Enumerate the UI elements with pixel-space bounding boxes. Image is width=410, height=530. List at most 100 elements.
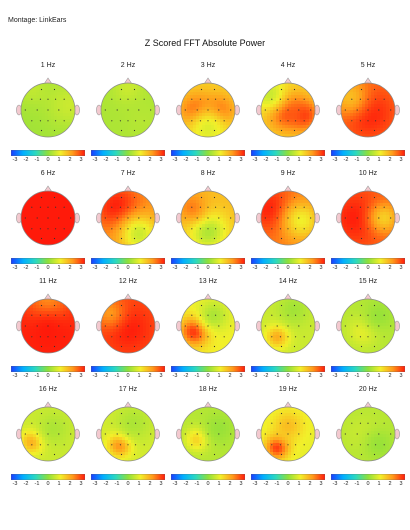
topomap: 17 Hz -3 -2 -1 0 1 2 3 — [90, 386, 166, 498]
topomap: 12 Hz -3 -2 -1 0 1 2 3 — [90, 278, 166, 390]
electrode-dot — [373, 88, 376, 91]
electrode-dot — [53, 304, 56, 307]
electrode-dot — [223, 314, 225, 316]
color-scale-tick-label: 3 — [399, 373, 403, 379]
electrode-dot — [359, 98, 362, 100]
electrode-dot — [287, 120, 289, 122]
electrode-dot — [360, 196, 363, 199]
color-scale-tick-label: 1 — [137, 157, 141, 163]
color-scale-tick-label: 0 — [206, 265, 210, 271]
color-scale-tick-label: 0 — [46, 157, 50, 163]
electrode-dot — [31, 444, 33, 446]
head-outline — [20, 298, 76, 354]
electrode-dot — [104, 325, 106, 327]
electrode-dot — [39, 314, 42, 316]
electrode-dot — [199, 444, 202, 446]
electrode-dot — [58, 217, 60, 219]
electrode-dot — [36, 325, 38, 327]
color-scale-tick-label: 3 — [159, 265, 163, 271]
head-outline — [20, 190, 76, 246]
electrode-dot — [199, 206, 202, 208]
electrode-dot — [214, 98, 217, 100]
color-scale-tick-label: -3 — [332, 265, 338, 271]
electrode-dot — [383, 206, 385, 208]
electrode-dot — [271, 422, 273, 424]
electrode-dot — [63, 444, 65, 446]
head-outline — [100, 406, 156, 462]
electrode-dot — [214, 206, 217, 208]
color-scale-tick-label: -2 — [103, 481, 109, 487]
electrode-dot — [143, 444, 145, 446]
electrode-dot — [104, 433, 106, 435]
color-scale-bar — [91, 258, 165, 264]
topomap: 5 Hz -3 -2 -1 0 1 2 3 — [330, 62, 406, 174]
color-scale-tick-label: 2 — [308, 265, 312, 271]
electrode-dot — [53, 237, 56, 240]
color-scale-ticks: -3 -2 -1 0 1 2 3 — [91, 373, 165, 381]
electrode-dot — [133, 304, 136, 307]
color-scale-tick-label: 3 — [159, 157, 163, 163]
frequency-label: 19 Hz — [278, 386, 298, 393]
electrode-dot — [40, 412, 43, 415]
color-scale-tick-label: 1 — [57, 157, 61, 163]
electrode-dot — [367, 444, 369, 446]
electrode-dot — [214, 314, 217, 316]
electrode-dot — [119, 444, 122, 446]
electrode-dot — [120, 88, 123, 91]
electrode-dot — [63, 422, 65, 424]
color-scale-tick-label: 2 — [308, 373, 312, 379]
color-scale-tick-label: -1 — [34, 265, 40, 271]
electrode-dot — [303, 314, 305, 316]
electrode-dot — [367, 120, 369, 122]
electrode-dot — [360, 129, 363, 132]
electrode-dot — [127, 109, 129, 111]
electrode-dot — [280, 88, 283, 91]
color-scale-tick-label: -3 — [252, 373, 258, 379]
electrode-dot — [127, 314, 129, 316]
head-outline — [260, 298, 316, 354]
electrode-dot — [199, 422, 202, 424]
frequency-label: 5 Hz — [360, 62, 376, 69]
head-outline — [260, 190, 316, 246]
electrode-dot — [287, 98, 289, 100]
electrode-dot — [303, 98, 305, 100]
head-outline — [340, 190, 396, 246]
electrode-dot — [127, 206, 129, 208]
electrode-dot — [54, 228, 57, 230]
electrode-dot — [104, 217, 106, 219]
electrode-dot — [120, 412, 123, 415]
electrode-dot — [191, 98, 193, 100]
electrode-dot — [213, 237, 216, 240]
electrode-dot — [303, 206, 305, 208]
color-scale-tick-label: -1 — [354, 481, 360, 487]
electrode-dot — [120, 345, 123, 348]
color-scale-bar — [11, 366, 85, 372]
electrode-dot — [31, 422, 33, 424]
electrode-dot — [31, 228, 33, 230]
color-scale-tick-label: 1 — [217, 265, 221, 271]
electrode-dot — [378, 109, 380, 111]
electrode-dot — [280, 196, 283, 199]
color-scale-tick-label: -2 — [263, 481, 269, 487]
color-scale-tick-label: -3 — [92, 265, 98, 271]
color-scale-tick-label: -3 — [252, 157, 258, 163]
color-scale-tick-label: 0 — [206, 157, 210, 163]
frequency-label: 20 Hz — [358, 386, 378, 393]
electrode-dot — [310, 109, 312, 111]
electrode-dot — [40, 345, 43, 348]
electrode-dot — [134, 336, 137, 338]
figure-title: Z Scored FFT Absolute Power — [144, 38, 266, 48]
electrode-dot — [54, 444, 57, 446]
electrode-dot — [374, 422, 377, 424]
frequency-label: 4 Hz — [280, 62, 296, 69]
head-topomap — [256, 401, 320, 462]
electrode-dot — [184, 433, 186, 435]
electrode-dot — [39, 228, 42, 230]
head-topomap — [96, 401, 160, 462]
electrode-dot — [383, 228, 385, 230]
electrode-dot — [207, 98, 209, 100]
electrode-dot — [223, 98, 225, 100]
electrode-dot — [199, 98, 202, 100]
electrode-dot — [191, 120, 193, 122]
electrode-dot — [294, 422, 297, 424]
